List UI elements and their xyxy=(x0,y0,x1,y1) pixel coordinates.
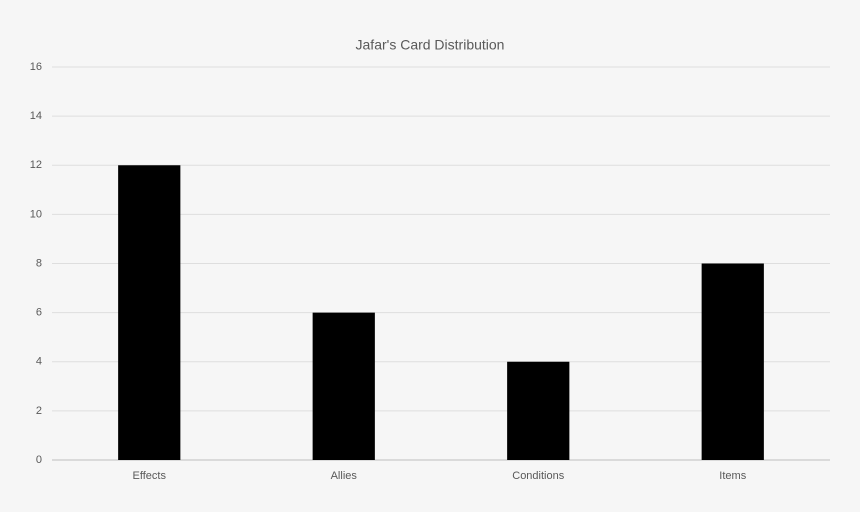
bar xyxy=(507,361,570,460)
x-tick-label: Items xyxy=(719,470,746,482)
y-tick-label: 16 xyxy=(30,61,42,73)
y-tick-label: 10 xyxy=(30,208,42,220)
y-tick-label: 6 xyxy=(36,307,42,319)
bar xyxy=(312,312,375,460)
y-tick-label: 8 xyxy=(36,257,42,269)
x-tick-label: Effects xyxy=(133,470,167,482)
x-tick-label: Allies xyxy=(331,470,358,482)
chart-title: Jafar's Card Distribution xyxy=(356,37,505,53)
bar xyxy=(701,263,764,460)
y-tick-label: 12 xyxy=(30,159,42,171)
y-tick-label: 4 xyxy=(36,356,42,368)
bar xyxy=(118,165,181,460)
y-tick-label: 0 xyxy=(36,454,42,466)
x-tick-label: Conditions xyxy=(512,470,564,482)
y-tick-label: 2 xyxy=(36,405,42,417)
y-tick-label: 14 xyxy=(30,110,42,122)
